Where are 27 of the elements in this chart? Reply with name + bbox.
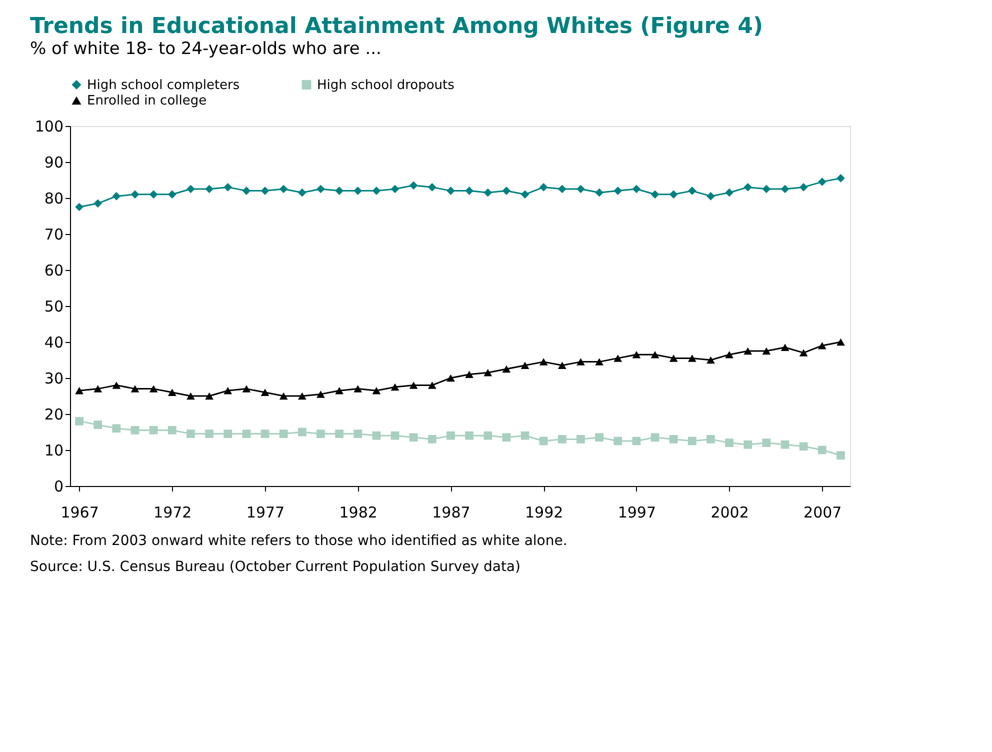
legend-label: High school completers	[87, 78, 240, 93]
x-tick-label: 1967	[60, 504, 99, 522]
y-tick-label: 100	[34, 118, 64, 136]
y-tick-label: 60	[44, 262, 64, 280]
x-tick-label: 1992	[524, 504, 564, 522]
x-tick-label: 1972	[154, 504, 192, 522]
chart-subtitle: % of white 18- to 24-year-olds who are ...	[30, 39, 382, 59]
y-tick-label: 50	[44, 298, 64, 316]
x-tick-label: 1977	[246, 504, 285, 522]
legend-label: High school dropouts	[317, 78, 455, 93]
y-tick-label: 40	[44, 334, 64, 352]
y-tick-label: 10	[44, 442, 64, 460]
text: Note: From 2003 onward white refers to those who identified as white alone.	[30, 533, 568, 549]
x-tick-label: 1997	[618, 504, 656, 522]
x-tick-label: 2007	[804, 504, 842, 522]
y-tick-label: 80	[44, 190, 64, 208]
x-tick-label: 2002	[710, 504, 749, 522]
y-tick-label: 20	[44, 406, 64, 424]
x-tick-label: 1982	[339, 504, 378, 522]
x-tick-label: 1987	[432, 504, 470, 522]
y-tick-label: 30	[44, 370, 64, 388]
legend-label: Enrolled in college	[87, 94, 207, 108]
source-note: Source: U.S. Census Bureau (October Current Population Survey data)	[30, 559, 520, 575]
y-tick-label: 70	[44, 226, 64, 244]
y-tick-label: 90	[44, 154, 64, 172]
chart-title: Trends in Educational Attainment Among Whites (Figure 4)	[30, 14, 764, 39]
y-tick-label: 0	[54, 478, 64, 496]
